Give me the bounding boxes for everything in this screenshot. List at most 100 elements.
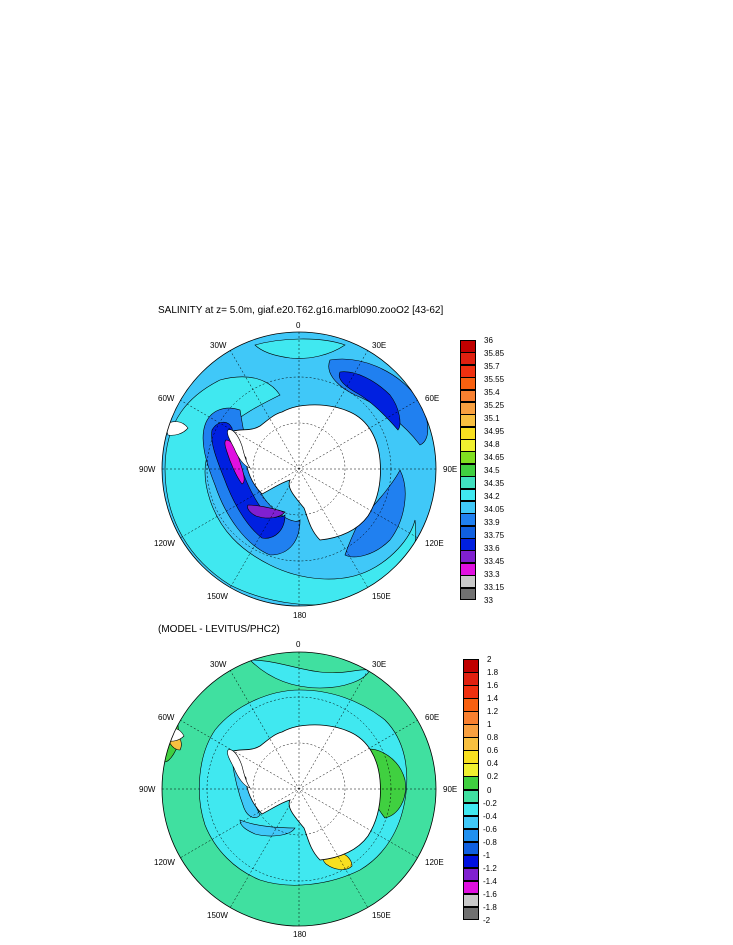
colorbar-swatch bbox=[463, 893, 479, 908]
panel1-region-33.9c bbox=[344, 469, 406, 558]
colorbar-label: 0.4 bbox=[487, 759, 499, 769]
colorbar-label: 34.2 bbox=[484, 492, 500, 501]
colorbar-swatch bbox=[463, 906, 479, 921]
colorbar-swatch bbox=[463, 659, 479, 673]
colorbar-label: -1.2 bbox=[483, 863, 497, 873]
colorbar-swatch bbox=[463, 763, 479, 777]
colorbar-label: 2 bbox=[487, 655, 492, 664]
colorbar-swatch bbox=[463, 776, 479, 790]
colorbar-label: 36 bbox=[484, 336, 493, 345]
colorbar-label: 1 bbox=[487, 720, 492, 730]
panel1-label-90e: 90E bbox=[443, 465, 458, 474]
panel2-map-border bbox=[161, 651, 437, 927]
colorbar-label: 35.55 bbox=[484, 375, 505, 384]
colorbar-swatch bbox=[460, 426, 476, 440]
colorbar-label: 0.8 bbox=[487, 733, 499, 743]
panel2-label-150e: 150E bbox=[372, 911, 391, 920]
panel2-label-60w: 60W bbox=[158, 713, 175, 722]
panel2-label-150w: 150W bbox=[207, 911, 228, 920]
panel1-region-33.75 bbox=[338, 371, 401, 431]
colorbar-swatch bbox=[460, 500, 476, 514]
colorbar-label: 34.8 bbox=[484, 440, 500, 449]
colorbar-swatch bbox=[463, 737, 479, 751]
panel1-land-peninsula bbox=[227, 429, 251, 469]
panel1-label-150e: 150E bbox=[372, 592, 391, 601]
colorbar-label: -2 bbox=[483, 916, 491, 925]
panel1-label-120w: 120W bbox=[154, 539, 175, 548]
colorbar-swatch bbox=[463, 685, 479, 699]
panel2-graticule bbox=[162, 652, 436, 926]
colorbar-swatch bbox=[463, 724, 479, 738]
panel2-label-60e: 60E bbox=[425, 713, 440, 722]
colorbar-swatch bbox=[463, 828, 479, 843]
panel2-label-30e: 30E bbox=[372, 660, 387, 669]
colorbar-label: 34.95 bbox=[484, 427, 505, 436]
panel1-label-30e: 30E bbox=[372, 341, 387, 350]
colorbar-label: 33.6 bbox=[484, 544, 500, 553]
panel1-label-30w: 30W bbox=[210, 341, 227, 350]
colorbar-label: 34.65 bbox=[484, 453, 505, 462]
colorbar-swatch bbox=[463, 711, 479, 725]
colorbar-swatch bbox=[460, 401, 476, 415]
panel2-label-90e: 90E bbox=[443, 785, 458, 794]
panel2-label-120e: 120E bbox=[425, 858, 444, 867]
colorbar-label: 35.85 bbox=[484, 349, 505, 358]
colorbar-swatch bbox=[463, 815, 479, 830]
colorbar-label: 34.35 bbox=[484, 479, 505, 488]
colorbar-label: 1.4 bbox=[487, 694, 499, 704]
colorbar-label: 35.25 bbox=[484, 401, 505, 410]
panel1-land-south-america bbox=[164, 421, 189, 436]
panel1-title: SALINITY at z= 5.0m, giaf.e20.T62.g16.ma… bbox=[158, 305, 444, 316]
colorbar-swatch bbox=[460, 364, 476, 378]
colorbar-swatch bbox=[463, 750, 479, 764]
colorbar-label: 0.6 bbox=[487, 746, 499, 756]
colorbar-label: 1.8 bbox=[487, 668, 499, 678]
colorbar-swatch bbox=[463, 672, 479, 686]
colorbar-swatch bbox=[463, 880, 479, 895]
panel1-label-60e: 60E bbox=[425, 394, 440, 403]
colorbar-label: 35.7 bbox=[484, 362, 500, 371]
colorbar-label: -0.6 bbox=[483, 824, 497, 834]
panel1-colorbar bbox=[460, 340, 476, 601]
panel1-label-180: 180 bbox=[293, 611, 307, 620]
panel2-region-minus0.4b bbox=[239, 819, 296, 837]
colorbar-swatch bbox=[463, 841, 479, 856]
panel2-label-180: 180 bbox=[293, 930, 307, 939]
colorbar-swatch bbox=[463, 867, 479, 882]
colorbar-label: 35.4 bbox=[484, 388, 500, 397]
panel2-label-90w: 90W bbox=[139, 785, 156, 794]
panel1-map-border bbox=[161, 331, 437, 607]
colorbar-label: 0 bbox=[487, 785, 492, 795]
panel1-label-0: 0 bbox=[296, 321, 301, 330]
panel2-label-0: 0 bbox=[296, 640, 301, 649]
colorbar-label: 33.9 bbox=[484, 518, 500, 527]
panel1-label-90w: 90W bbox=[139, 465, 156, 474]
panel1-region-33.6 bbox=[247, 504, 286, 519]
colorbar-swatch bbox=[463, 789, 479, 804]
colorbar-swatch bbox=[463, 698, 479, 712]
colorbar-swatch bbox=[463, 854, 479, 869]
colorbar-swatch bbox=[460, 525, 476, 539]
colorbar-label: -1.6 bbox=[483, 889, 497, 899]
colorbar-swatch bbox=[460, 463, 476, 477]
panel1-region-34.2 bbox=[164, 376, 417, 606]
panel1-region-34.2b bbox=[254, 338, 346, 359]
colorbar-label: -1 bbox=[483, 850, 491, 860]
panel2-label-30w: 30W bbox=[210, 660, 227, 669]
colorbar-label: 35.1 bbox=[484, 414, 500, 423]
colorbar-swatch bbox=[463, 802, 479, 817]
colorbar-label: 33.45 bbox=[484, 557, 505, 566]
colorbar-label: 34.05 bbox=[484, 505, 505, 514]
colorbar-label: -0.2 bbox=[483, 798, 497, 808]
panel2-label-120w: 120W bbox=[154, 858, 175, 867]
colorbar-label: 34.5 bbox=[484, 466, 500, 475]
panel2-title: (MODEL - LEVITUS/PHC2) bbox=[158, 624, 280, 635]
colorbar-label: -1.4 bbox=[483, 876, 497, 886]
colorbar-label: 33.3 bbox=[484, 570, 500, 579]
colorbar-label: 33 bbox=[484, 596, 493, 605]
panel1-graticule bbox=[162, 332, 436, 606]
colorbar-label: -1.8 bbox=[483, 902, 497, 912]
panel1-label-150w: 150W bbox=[207, 592, 228, 601]
